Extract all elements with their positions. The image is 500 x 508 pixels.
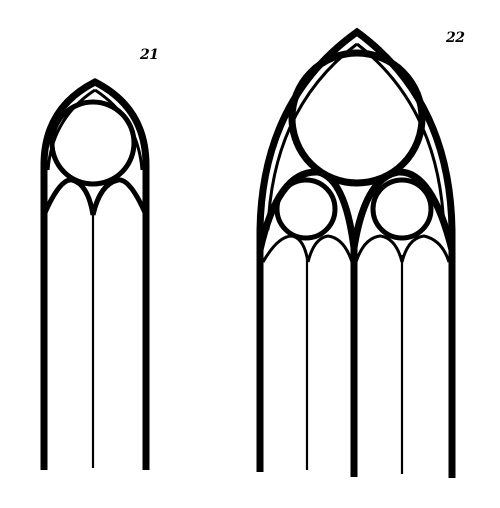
figure-label-21: 21	[140, 47, 159, 63]
window-21	[40, 78, 150, 470]
window-21-subarch-right	[90, 177, 149, 216]
window-22-oculus-right	[370, 177, 434, 241]
window-22-lancet-3	[354, 234, 404, 263]
window-22-lancet-4	[400, 234, 451, 263]
window-22-subarch-right	[350, 168, 456, 251]
window-22-oculus-left	[274, 177, 338, 241]
window-22-outer-arch	[256, 27, 456, 478]
window-22-oculus-top	[288, 49, 426, 187]
window-22-lancet-2	[306, 234, 354, 263]
window-21-subarch-left	[41, 177, 96, 216]
window-22-subarch-left	[256, 168, 358, 251]
figure-label-22: 22	[446, 30, 465, 46]
window-22	[256, 27, 456, 478]
window-22-lancet-1	[261, 234, 310, 263]
window-21-outer-arch	[40, 78, 150, 470]
window-21-oculus	[49, 99, 137, 187]
window-21-inner-arch-left	[46, 88, 96, 171]
